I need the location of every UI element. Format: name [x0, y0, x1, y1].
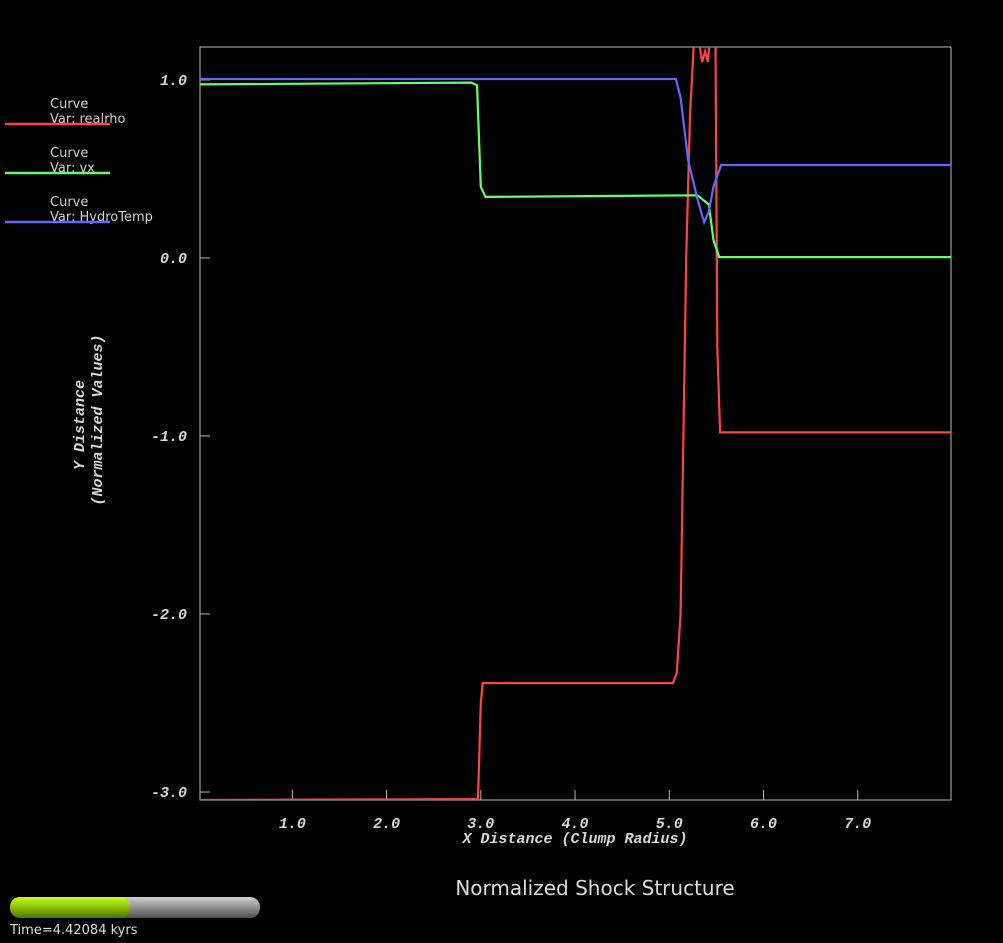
y-axis-label: (Normalized Values)	[90, 334, 107, 505]
series-line	[200, 77, 951, 226]
chart-title: Normalized Shock Structure	[455, 876, 734, 900]
progress-fill	[10, 897, 130, 918]
time-label: Time=4.42084 kyrs	[9, 923, 138, 938]
y-tick-label: -3.0	[151, 785, 187, 802]
legend-heading: Curve	[50, 195, 88, 210]
x-tick-label: 3.0	[467, 816, 494, 833]
x-tick-label: 4.0	[562, 816, 589, 833]
plot-frame	[199, 46, 952, 801]
series-line	[200, 81, 951, 259]
y-tick-label: 0.0	[160, 251, 187, 268]
x-tick-label: 2.0	[373, 816, 400, 833]
y-tick-label: -1.0	[151, 429, 187, 446]
series-line	[200, 47, 951, 800]
plot-area	[200, 47, 951, 800]
y-tick-label: 1.0	[160, 73, 187, 90]
x-tick-label: 5.0	[656, 816, 683, 833]
y-axis-label: Y Distance	[72, 380, 89, 470]
x-axis-label: X Distance (Clump Radius)	[461, 831, 687, 848]
y-tick-label: -2.0	[151, 607, 187, 624]
legend-heading: Curve	[50, 97, 88, 112]
legend-heading: Curve	[50, 146, 88, 161]
x-tick-label: 7.0	[844, 816, 871, 833]
x-tick-label: 1.0	[279, 816, 306, 833]
x-tick-label: 6.0	[750, 816, 777, 833]
